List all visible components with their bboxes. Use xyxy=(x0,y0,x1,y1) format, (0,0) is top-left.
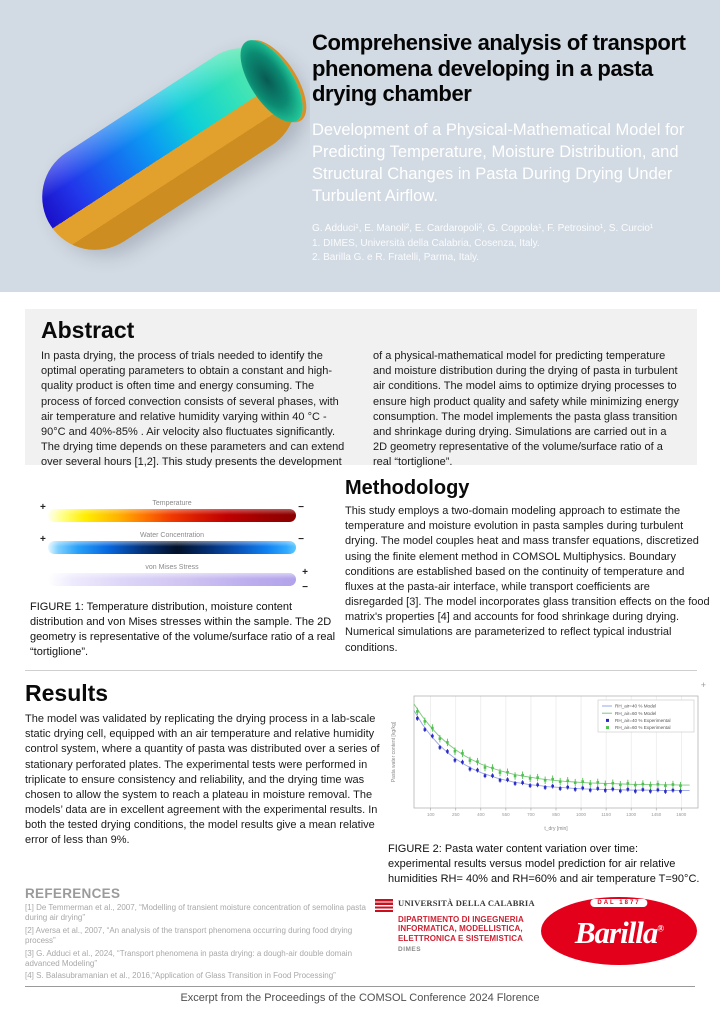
authors-line: G. Adduci¹, E. Manoli², E. Cardaropoli²,… xyxy=(312,223,654,235)
section-divider xyxy=(25,670,697,671)
svg-text:550: 550 xyxy=(502,812,510,817)
figure2-block: + 100 250 400 550 700 850 1000 1150 1300 1450 1600… xyxy=(388,680,708,887)
methodology-title: Methodology xyxy=(345,477,470,499)
minus-sign: − xyxy=(298,502,304,513)
abstract-column-1: In pasta drying, the process of trials n… xyxy=(41,350,345,469)
svg-text:1000: 1000 xyxy=(576,812,587,817)
footer-text: Excerpt from the Proceedings of the COMS… xyxy=(180,992,540,1004)
temperature-gradient-bar xyxy=(48,509,296,522)
unical-logo: UNIVERSITÀ DELLA CALABRIA DIPARTIMENTO D… xyxy=(375,898,535,953)
svg-text:RH_air=60 % Experimental: RH_air=60 % Experimental xyxy=(615,725,671,730)
von-mises-gradient-bar xyxy=(48,573,296,586)
svg-text:700: 700 xyxy=(527,812,535,817)
water-concentration-gradient-bar xyxy=(48,541,296,554)
unical-name: UNIVERSITÀ DELLA CALABRIA xyxy=(398,898,535,908)
svg-text:1150: 1150 xyxy=(601,812,611,817)
footer: Excerpt from the Proceedings of the COMS… xyxy=(0,986,720,1004)
unical-department: DIPARTIMENTO DI INGEGNERIA INFORMATICA, … xyxy=(398,915,524,943)
figure1-caption: FIGURE 1: Temperature distribution, mois… xyxy=(30,601,336,658)
barilla-wordmark: Barilla® xyxy=(574,915,664,951)
svg-text:RH_air=40 % Model: RH_air=40 % Model xyxy=(615,704,656,709)
svg-text:250: 250 xyxy=(452,812,460,817)
unical-dimes-label: DIMES xyxy=(398,946,422,954)
header-band: Comprehensive analysis of transport phen… xyxy=(0,0,720,292)
results-title: Results xyxy=(25,680,109,706)
plus-sign: + xyxy=(40,534,46,545)
von-mises-colorbar: von Mises Stress + − xyxy=(48,564,308,593)
reference-item: [2] Aversa et al., 2007, “An analysis of… xyxy=(25,925,353,946)
water-concentration-colorbar: Water Concentration + − xyxy=(40,532,304,554)
pasta-tube-graphic xyxy=(21,27,310,271)
svg-text:RH_air=40 % Experimental: RH_air=40 % Experimental xyxy=(615,718,671,723)
svg-text:850: 850 xyxy=(552,812,560,817)
svg-text:1600: 1600 xyxy=(676,812,687,817)
abstract-section: Abstract In pasta drying, the process of… xyxy=(25,309,697,468)
pasta-render-image xyxy=(0,0,310,292)
abstract-column-2: of a physical-mathematical model for pre… xyxy=(373,350,679,469)
svg-text:RH_air=60 % Model: RH_air=60 % Model xyxy=(615,711,656,716)
figure2-caption: FIGURE 2: Pasta water content variation … xyxy=(388,843,700,885)
minus-sign: − xyxy=(302,582,308,593)
minus-sign: − xyxy=(298,534,304,545)
references-section: REFERENCES [1] De Temmerman et al., 2007… xyxy=(25,886,373,984)
references-title: REFERENCES xyxy=(25,886,121,901)
affiliation-1: 1. DIMES, Università della Calabria, Cos… xyxy=(312,237,540,249)
svg-text:Pasta water content [kg/kg]: Pasta water content [kg/kg] xyxy=(391,721,397,782)
unical-crest-icon xyxy=(375,899,393,912)
methodology-body: This study employs a two-domain modeling… xyxy=(345,505,710,654)
barilla-dal-1877-label: DAL 1877 xyxy=(590,899,648,907)
reference-item: [4] S. Balasubramanian et al., 2016,“App… xyxy=(25,971,336,981)
methodology-section: Methodology This study employs a two-dom… xyxy=(345,477,711,656)
figure1-colorbars: Temperature + − Water Concentration + − … xyxy=(40,500,308,596)
svg-text:100: 100 xyxy=(427,812,435,817)
barilla-name: Barilla xyxy=(574,915,659,950)
header-text-block: Comprehensive analysis of transport phen… xyxy=(312,30,710,266)
poster-subtitle: Development of a Physical-Mathematical M… xyxy=(312,121,685,205)
temperature-colorbar-label: Temperature xyxy=(152,500,192,507)
svg-text:1450: 1450 xyxy=(651,812,662,817)
footer-divider xyxy=(25,986,695,987)
plot-zoom-icon: + xyxy=(700,680,706,690)
svg-text:400: 400 xyxy=(477,812,485,817)
reference-item: [3] G. Adduci et al., 2024, “Transport p… xyxy=(25,948,353,968)
affiliation-2: 2. Barilla G. e R. Fratelli, Parma, Ital… xyxy=(312,252,480,264)
barilla-logo: DAL 1877 Barilla® xyxy=(541,897,697,965)
figure2-chart: 100 250 400 550 700 850 1000 1150 1300 1450 1600 RH… xyxy=(388,688,706,834)
plus-sign: + xyxy=(40,502,46,513)
water-concentration-colorbar-label: Water Concentration xyxy=(140,532,204,539)
von-mises-colorbar-label: von Mises Stress xyxy=(145,564,199,571)
results-section: Results The model was validated by repli… xyxy=(25,680,381,849)
abstract-title: Abstract xyxy=(41,317,135,343)
results-body: The model was validated by replicating t… xyxy=(25,713,380,847)
temperature-colorbar: Temperature + − xyxy=(40,500,304,522)
plus-sign: + xyxy=(302,567,308,578)
reference-item: [1] De Temmerman et al., 2007, “Modellin… xyxy=(25,903,366,923)
registered-trademark-icon: ® xyxy=(657,923,664,934)
poster-title: Comprehensive analysis of transport phen… xyxy=(312,30,686,107)
svg-text:1300: 1300 xyxy=(626,812,637,817)
svg-text:t_dry [min]: t_dry [min] xyxy=(544,826,568,832)
